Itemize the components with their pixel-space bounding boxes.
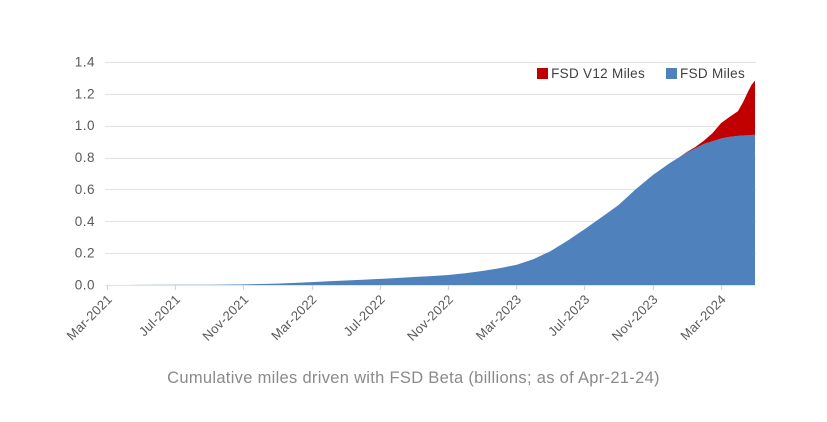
x-tick-label: Nov-2021	[199, 292, 251, 344]
x-tick-label: Mar-2021	[63, 292, 115, 344]
chart-caption: Cumulative miles driven with FSD Beta (b…	[167, 369, 660, 387]
axis-ticks	[106, 285, 723, 290]
y-tick-label: 0.8	[75, 150, 95, 165]
x-axis-labels: Mar-2021 Jul-2021 Nov-2021 Mar-2022 Jul-2022…	[63, 292, 729, 344]
x-tick-label: Jul-2022	[340, 292, 388, 340]
area-fsd-miles	[107, 134, 755, 285]
legend-swatch-red-icon	[537, 68, 549, 79]
y-tick-label: 1.0	[75, 118, 95, 133]
legend-label-fsd-miles: FSD Miles	[680, 66, 745, 81]
y-tick-label: 1.2	[75, 86, 95, 101]
x-tick-label: Mar-2023	[473, 292, 525, 344]
y-axis-labels: 0.0 0.2 0.4 0.6 0.8 1.0 1.2 1.4	[75, 55, 95, 293]
legend-item-fsd-v12-miles: FSD V12 Miles	[537, 66, 645, 81]
area-fsd-v12-miles	[678, 80, 755, 158]
x-tick-label: Jul-2023	[545, 292, 593, 340]
x-tick-label: Nov-2023	[609, 292, 661, 344]
area-series	[107, 80, 755, 285]
x-tick-label: Mar-2024	[677, 292, 729, 344]
y-tick-label: 0.6	[75, 182, 95, 197]
legend-swatch-blue-icon	[666, 68, 678, 79]
y-tick-label: 0.0	[75, 278, 95, 293]
gridlines	[105, 61, 756, 287]
y-tick-label: 0.4	[75, 214, 95, 229]
y-tick-label: 0.2	[75, 246, 95, 261]
legend-item-fsd-miles: FSD Miles	[666, 66, 745, 81]
x-tick-label: Nov-2022	[404, 292, 456, 344]
x-tick-label: Mar-2022	[268, 292, 320, 344]
y-tick-label: 1.4	[75, 55, 95, 70]
x-tick-label: Jul-2021	[136, 292, 184, 340]
legend-label-fsd-v12-miles: FSD V12 Miles	[551, 66, 646, 81]
chart-legend: FSD V12 Miles FSD Miles	[537, 66, 745, 81]
